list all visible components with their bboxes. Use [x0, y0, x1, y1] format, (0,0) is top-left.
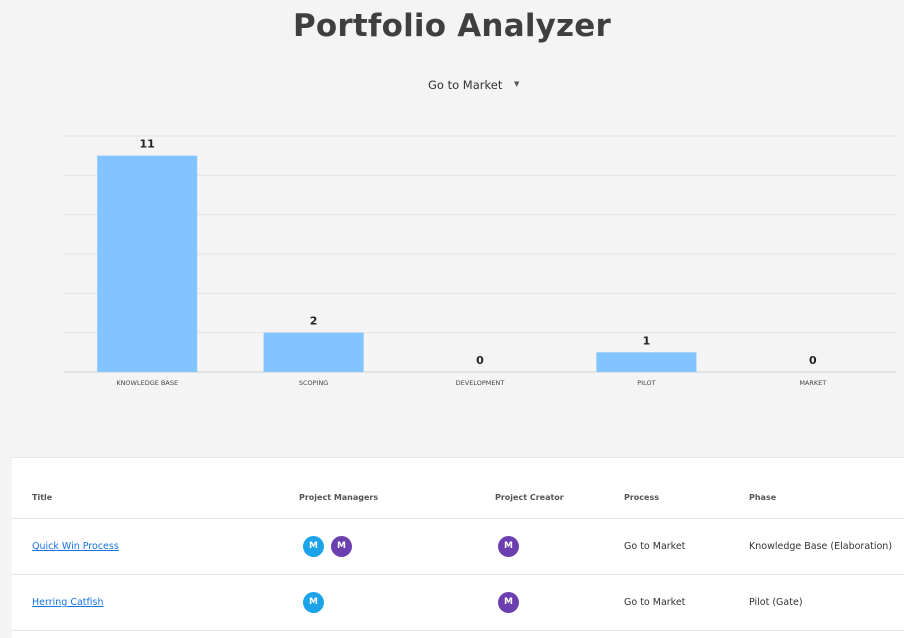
projects-table: Title Project Managers Project Creator P… — [12, 457, 904, 638]
creator-avatar[interactable]: M — [498, 536, 519, 557]
tick-label: MARKET — [799, 379, 826, 387]
data-label: 2 — [310, 315, 318, 328]
process-cell: Go to Market — [624, 597, 686, 608]
tick-label: KNOWLEDGE BASE — [116, 379, 178, 387]
creator-avatar[interactable]: M — [498, 592, 519, 613]
bar-scoping — [263, 332, 364, 372]
phase-bar-chart: 11 KNOWLEDGE BASE 2 SCOPING 0 DEVELOPMENT 1 PIL… — [0, 120, 904, 400]
phase-cell: Knowledge Base (Elaboration) — [749, 541, 893, 552]
tick-label: PILOT — [637, 379, 655, 387]
phase-cell: Pilot (Gate) — [749, 597, 803, 608]
project-title-link[interactable]: Quick Win Process — [32, 541, 119, 552]
data-label: 1 — [643, 334, 651, 347]
column-header-phase[interactable]: Phase — [749, 493, 777, 502]
table-row: Herring Catfish M M Go to Market Pilot (… — [12, 575, 904, 631]
process-cell: Go to Market — [624, 541, 686, 552]
bar-knowledge-base — [97, 155, 198, 372]
manager-avatar[interactable]: M — [331, 536, 352, 557]
data-label: 11 — [140, 138, 155, 151]
bar-pilot — [596, 352, 697, 372]
manager-avatar[interactable]: M — [303, 536, 324, 557]
data-label: 0 — [476, 354, 484, 367]
tick-label: SCOPING — [299, 379, 329, 387]
data-label: 0 — [809, 354, 817, 367]
project-title-link[interactable]: Herring Catfish — [32, 597, 104, 608]
header-divider — [12, 518, 904, 519]
table-row: Quick Win Process M M M Go to Market Kno… — [12, 519, 904, 575]
caret-down-icon: ▼ — [514, 80, 520, 88]
column-header-managers[interactable]: Project Managers — [299, 493, 379, 502]
page-title: Portfolio Analyzer — [292, 8, 612, 44]
tick-label: DEVELOPMENT — [456, 379, 505, 387]
process-select-value: Go to Market — [428, 78, 503, 92]
column-header-creator[interactable]: Project Creator — [495, 493, 564, 502]
manager-avatar[interactable]: M — [303, 592, 324, 613]
chart-svg: 11 KNOWLEDGE BASE 2 SCOPING 0 DEVELOPMENT 1 PIL… — [64, 135, 896, 387]
column-header-title[interactable]: Title — [32, 493, 53, 502]
process-select[interactable]: Go to Market ▼ — [420, 76, 530, 94]
column-header-process[interactable]: Process — [624, 493, 659, 502]
